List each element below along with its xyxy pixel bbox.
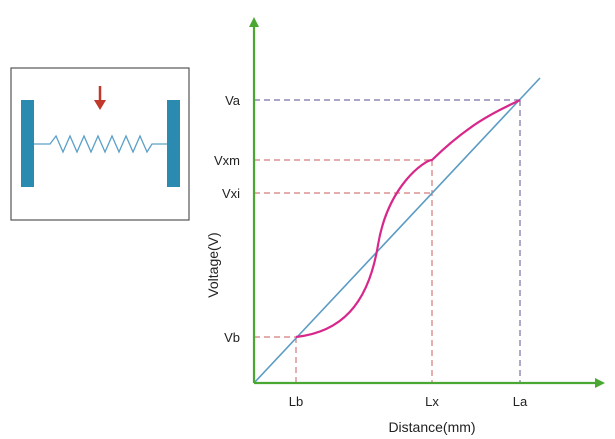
- guide-lines: [254, 99, 521, 383]
- y-tick-vxi: Vxi: [222, 186, 240, 201]
- x-tick-la: La: [513, 394, 528, 409]
- right-plate-icon: [167, 100, 180, 187]
- y-tick-va: Va: [225, 93, 241, 108]
- y-axis-title: Voltage(V): [205, 232, 221, 297]
- y-tick-vb: Vb: [224, 330, 240, 345]
- x-tick-lx: Lx: [425, 394, 439, 409]
- pressure-arrow-icon: [94, 86, 106, 110]
- x-tick-lb: Lb: [289, 394, 303, 409]
- left-plate-icon: [21, 100, 34, 187]
- y-tick-vxm: Vxm: [214, 153, 240, 168]
- spring-sensor-inset: [10, 67, 190, 221]
- spring-icon: [34, 134, 167, 154]
- plot-area: Va Vxm Vxi Vb Lb Lx La Distance(mm) Volt…: [205, 17, 605, 435]
- x-axis-title: Distance(mm): [388, 419, 475, 435]
- measured-curve: [295, 99, 521, 339]
- linear-reference-line: [253, 77, 541, 384]
